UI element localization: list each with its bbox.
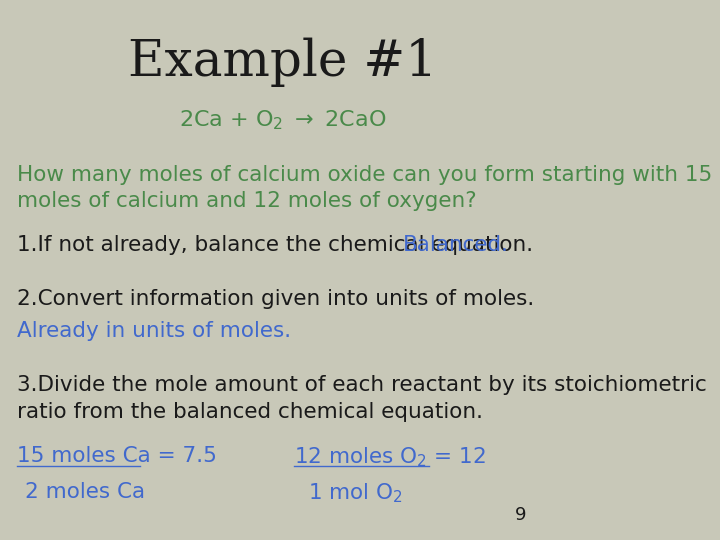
Text: 2Ca + O$_2$ $\rightarrow$ 2CaO: 2Ca + O$_2$ $\rightarrow$ 2CaO [179,108,387,132]
Text: 1 mol O$_2$: 1 mol O$_2$ [308,482,403,505]
Text: Balanced.: Balanced. [403,235,509,255]
Text: Example #1: Example #1 [128,38,438,87]
Text: 9: 9 [515,506,526,524]
Text: 1.If not already, balance the chemical equation.: 1.If not already, balance the chemical e… [17,235,547,255]
Text: 2 moles Ca: 2 moles Ca [25,482,145,502]
Text: 12 moles O$_2$ = 12: 12 moles O$_2$ = 12 [294,446,486,469]
Text: Already in units of moles.: Already in units of moles. [17,321,291,341]
Text: How many moles of calcium oxide can you form starting with 15
moles of calcium a: How many moles of calcium oxide can you … [17,165,712,211]
Text: 2.Convert information given into units of moles.: 2.Convert information given into units o… [17,289,534,309]
Text: 15 moles Ca = 7.5: 15 moles Ca = 7.5 [17,446,217,465]
Text: 3.Divide the mole amount of each reactant by its stoichiometric
ratio from the b: 3.Divide the mole amount of each reactan… [17,375,707,422]
